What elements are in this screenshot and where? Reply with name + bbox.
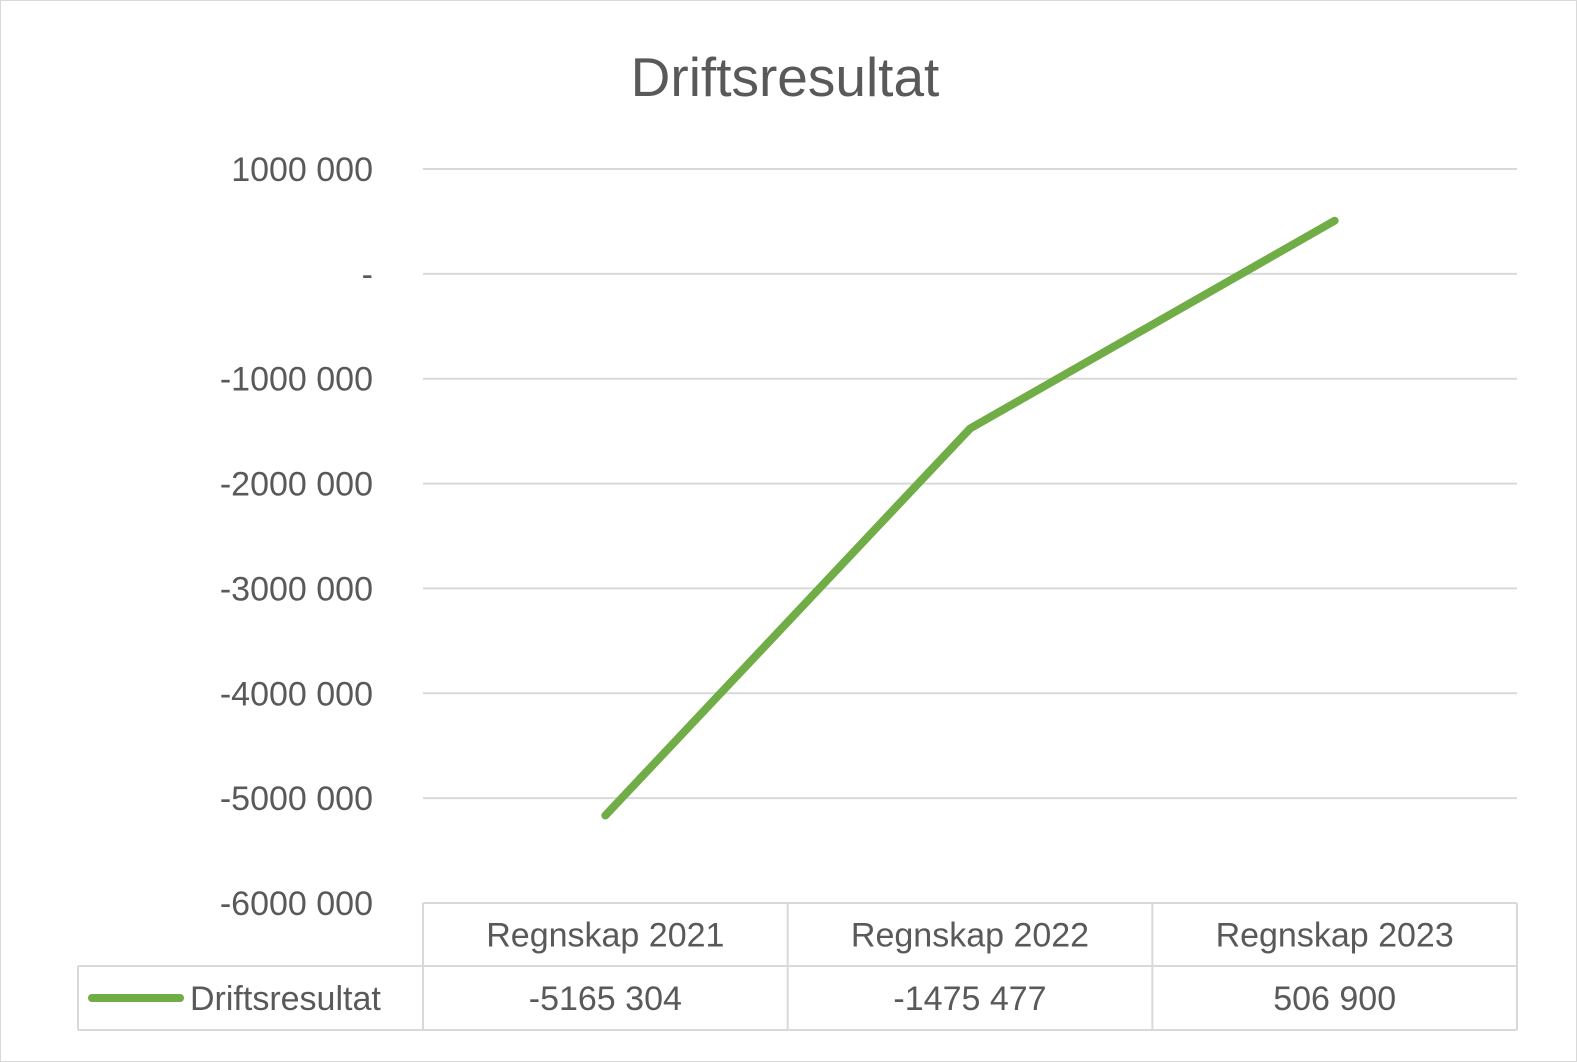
x-category-label: Regnskap 2023 — [1216, 917, 1454, 955]
data-table-value: -5165 304 — [529, 980, 682, 1018]
data-table-value: -1475 477 — [893, 980, 1046, 1018]
y-tick-label: -3000 000 — [220, 570, 373, 608]
series-lines — [601, 216, 1339, 820]
chart-title: Driftsresultat — [631, 46, 940, 108]
data-table-value: 506 900 — [1273, 980, 1396, 1018]
x-category-label: Regnskap 2022 — [851, 917, 1089, 955]
x-category-label: Regnskap 2021 — [486, 917, 724, 955]
series-line — [601, 216, 1339, 820]
y-tick-label: - — [362, 256, 373, 294]
y-tick-label: -5000 000 — [220, 780, 373, 818]
y-axis-tick-labels: 1000 000 - -1000 000 -2000 000 -3000 000 -400… — [220, 151, 373, 923]
y-tick-label: -1000 000 — [220, 361, 373, 399]
y-tick-label: 1000 000 — [231, 151, 373, 189]
y-tick-label: -2000 000 — [220, 466, 373, 504]
gridlines — [423, 168, 1517, 800]
y-tick-label: -4000 000 — [220, 675, 373, 713]
legend-label: Driftsresultat — [190, 980, 381, 1018]
y-tick-label: -6000 000 — [220, 885, 373, 923]
data-table: Regnskap 2021 Regnskap 2022 Regnskap 2023 D… — [77, 902, 1518, 1031]
